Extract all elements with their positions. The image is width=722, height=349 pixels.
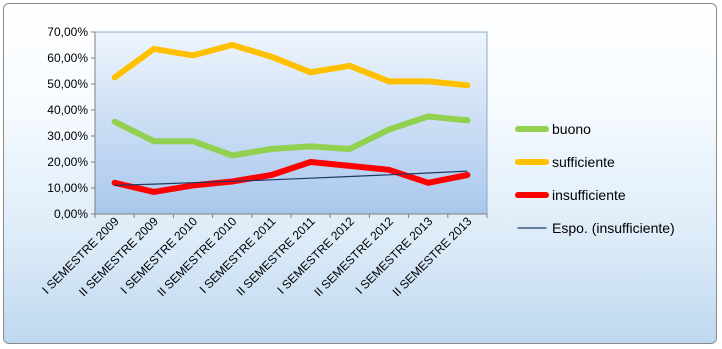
legend-label: sufficiente xyxy=(552,154,615,170)
line-chart: 0,00% 10,00% 20,00% 30,00% 40,00% 50,00% 60,00… xyxy=(39,25,675,299)
series-line-insufficiente xyxy=(111,159,471,195)
chart-frame: 0,00% 10,00% 20,00% 30,00% 40,00% 50,00% 60,00… xyxy=(3,3,717,344)
series-line-sufficiente xyxy=(111,42,471,89)
legend-label: Espo. (insufficiente) xyxy=(552,220,675,236)
y-tick-label: 50,00% xyxy=(47,77,88,91)
legend-label: buono xyxy=(552,121,591,137)
trendline xyxy=(114,170,468,186)
series-layer xyxy=(111,42,471,195)
y-tick-label: 10,00% xyxy=(47,181,88,195)
y-tick-label: 70,00% xyxy=(47,25,88,39)
y-tick-label: 0,00% xyxy=(54,207,88,221)
series-line-buono xyxy=(111,113,471,159)
legend-label: insufficiente xyxy=(552,187,626,203)
legend: buono sufficiente insufficiente Espo. (insu… xyxy=(515,121,675,236)
y-axis: 0,00% 10,00% 20,00% 30,00% 40,00% 50,00% 60,00… xyxy=(47,25,95,221)
y-tick-label: 40,00% xyxy=(47,103,88,117)
y-tick-label: 30,00% xyxy=(47,129,88,143)
y-tick-label: 20,00% xyxy=(47,155,88,169)
plot-area xyxy=(94,31,488,215)
y-tick-label: 60,00% xyxy=(47,51,88,65)
